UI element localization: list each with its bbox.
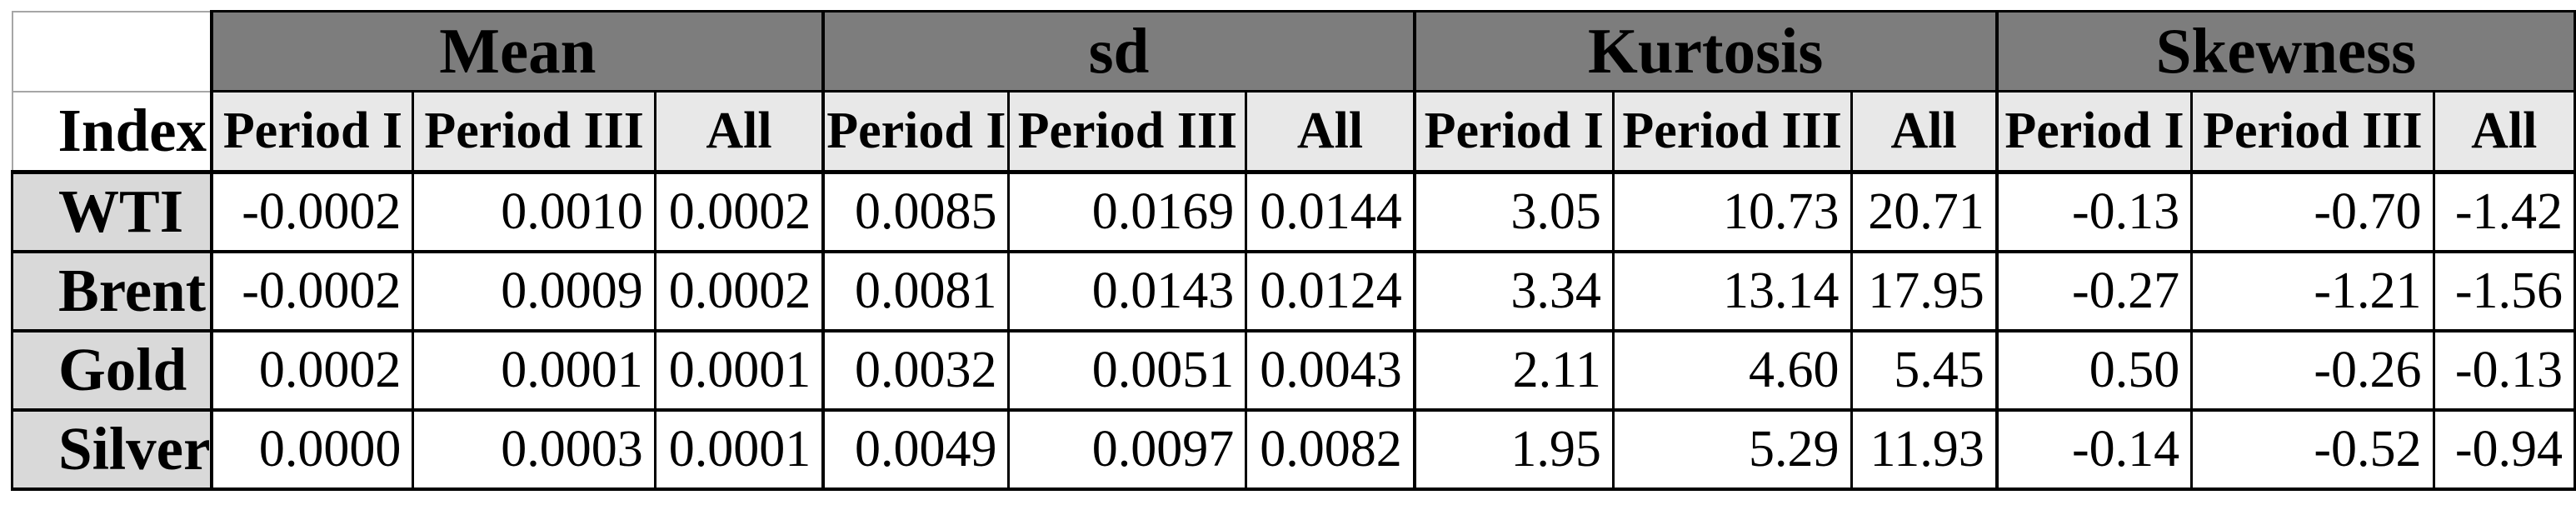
cell-silver-mean-period1: 0.0000 xyxy=(210,408,415,491)
table-row-silver: Silver 0.0000 0.0003 0.0001 0.0049 0.009… xyxy=(11,408,2576,491)
cell-silver-skewness-all: -0.94 xyxy=(2432,408,2576,491)
row-label-silver: Silver xyxy=(11,408,213,491)
cell-brent-kurtosis-all: 17.95 xyxy=(1850,249,1999,332)
cell-brent-sd-period1: 0.0081 xyxy=(821,249,1011,332)
cell-wti-sd-period1: 0.0085 xyxy=(821,170,1011,253)
cell-brent-sd-period3: 0.0143 xyxy=(1007,249,1248,332)
cell-wti-mean-all: 0.0002 xyxy=(653,170,825,253)
cell-wti-mean-period3: 0.0010 xyxy=(412,170,656,253)
cell-wti-mean-period1: -0.0002 xyxy=(210,170,415,253)
subheader-mean-all: All xyxy=(653,90,825,174)
cell-wti-kurtosis-period3: 10.73 xyxy=(1611,170,1853,253)
table-row-brent: Brent -0.0002 0.0009 0.0002 0.0081 0.014… xyxy=(11,249,2576,332)
group-header-skewness: Skewness xyxy=(1994,10,2576,92)
cell-silver-mean-all: 0.0001 xyxy=(653,408,825,491)
table-row-wti: WTI -0.0002 0.0010 0.0002 0.0085 0.0169 … xyxy=(11,170,2576,253)
cell-brent-mean-period3: 0.0009 xyxy=(412,249,656,332)
subheader-sd-period3: Period III xyxy=(1007,90,1248,174)
cell-gold-kurtosis-period3: 4.60 xyxy=(1611,328,1853,412)
cell-gold-mean-period1: 0.0002 xyxy=(210,328,415,412)
descriptive-statistics-table: Mean sd Kurtosis Skewness Index Period I… xyxy=(11,10,2576,491)
cell-gold-sd-period1: 0.0032 xyxy=(821,328,1011,412)
cell-gold-skewness-period1: 0.50 xyxy=(1994,328,2194,412)
cell-wti-skewness-all: -1.42 xyxy=(2432,170,2576,253)
table-row-gold: Gold 0.0002 0.0001 0.0001 0.0032 0.0051 … xyxy=(11,328,2576,412)
cell-brent-kurtosis-period3: 13.14 xyxy=(1611,249,1853,332)
cell-gold-sd-all: 0.0043 xyxy=(1245,328,1416,412)
subheader-skewness-period1: Period I xyxy=(1994,90,2194,174)
subheader-kurtosis-all: All xyxy=(1850,90,1999,174)
cell-wti-skewness-period1: -0.13 xyxy=(1994,170,2194,253)
subheader-sd-all: All xyxy=(1245,90,1416,174)
cell-silver-sd-period1: 0.0049 xyxy=(821,408,1011,491)
cell-silver-kurtosis-all: 11.93 xyxy=(1850,408,1999,491)
cell-wti-kurtosis-all: 20.71 xyxy=(1850,170,1999,253)
cell-brent-skewness-period3: -1.21 xyxy=(2190,249,2435,332)
cell-gold-kurtosis-all: 5.45 xyxy=(1850,328,1999,412)
cell-wti-kurtosis-period1: 3.05 xyxy=(1412,170,1615,253)
cell-wti-sd-all: 0.0144 xyxy=(1245,170,1416,253)
cell-wti-sd-period3: 0.0169 xyxy=(1007,170,1248,253)
subheader-sd-period1: Period I xyxy=(821,90,1011,174)
subheader-skewness-all: All xyxy=(2432,90,2576,174)
group-header-row: Mean sd Kurtosis Skewness xyxy=(11,10,2576,92)
cell-silver-kurtosis-period1: 1.95 xyxy=(1412,408,1615,491)
row-label-brent: Brent xyxy=(11,249,213,332)
corner-cell xyxy=(11,10,212,92)
cell-brent-mean-all: 0.0002 xyxy=(653,249,825,332)
index-column-header: Index xyxy=(11,90,213,174)
cell-gold-mean-period3: 0.0001 xyxy=(412,328,656,412)
cell-gold-sd-period3: 0.0051 xyxy=(1007,328,1248,412)
subheader-skewness-period3: Period III xyxy=(2190,90,2435,174)
cell-silver-sd-all: 0.0082 xyxy=(1245,408,1416,491)
group-header-mean: Mean xyxy=(210,10,825,92)
cell-silver-kurtosis-period3: 5.29 xyxy=(1611,408,1853,491)
cell-gold-skewness-period3: -0.26 xyxy=(2190,328,2435,412)
cell-silver-sd-period3: 0.0097 xyxy=(1007,408,1248,491)
cell-brent-skewness-all: -1.56 xyxy=(2432,249,2576,332)
cell-brent-kurtosis-period1: 3.34 xyxy=(1412,249,1615,332)
cell-wti-skewness-period3: -0.70 xyxy=(2190,170,2435,253)
cell-gold-kurtosis-period1: 2.11 xyxy=(1412,328,1615,412)
group-header-kurtosis: Kurtosis xyxy=(1412,10,1999,92)
cell-silver-skewness-period3: -0.52 xyxy=(2190,408,2435,491)
sub-header-row: Index Period I Period III All Period I P… xyxy=(11,90,2576,174)
subheader-mean-period1: Period I xyxy=(210,90,415,174)
row-label-gold: Gold xyxy=(11,328,213,412)
cell-brent-mean-period1: -0.0002 xyxy=(210,249,415,332)
subheader-kurtosis-period3: Period III xyxy=(1611,90,1853,174)
cell-gold-mean-all: 0.0001 xyxy=(653,328,825,412)
row-label-wti: WTI xyxy=(11,170,213,253)
cell-silver-skewness-period1: -0.14 xyxy=(1994,408,2194,491)
cell-brent-skewness-period1: -0.27 xyxy=(1994,249,2194,332)
cell-brent-sd-all: 0.0124 xyxy=(1245,249,1416,332)
cell-silver-mean-period3: 0.0003 xyxy=(412,408,656,491)
group-header-sd: sd xyxy=(821,10,1416,92)
subheader-mean-period3: Period III xyxy=(412,90,656,174)
subheader-kurtosis-period1: Period I xyxy=(1412,90,1615,174)
cell-gold-skewness-all: -0.13 xyxy=(2432,328,2576,412)
